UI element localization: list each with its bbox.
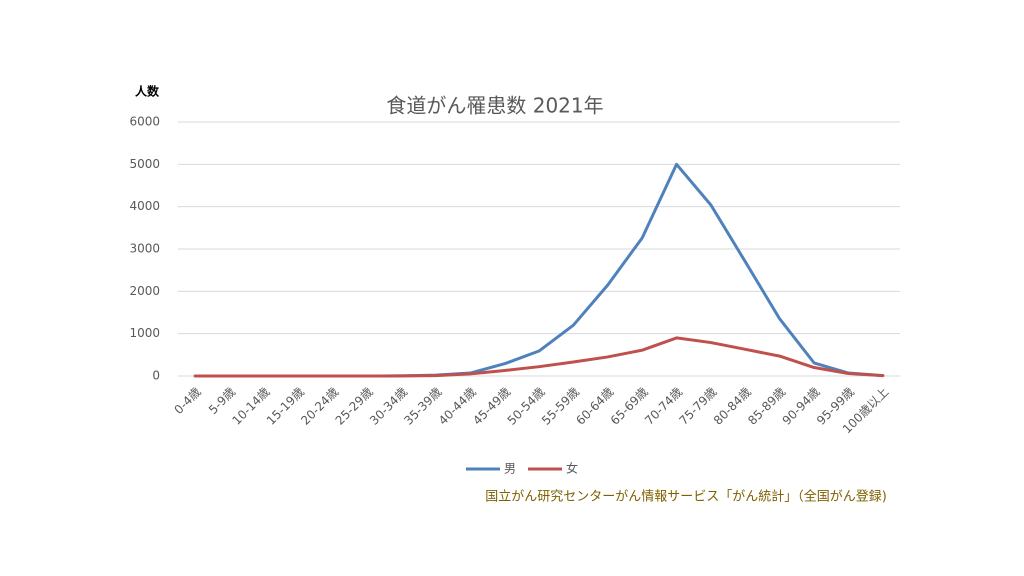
x-tick-label: 5-9歳	[206, 385, 238, 417]
y-tick-label: 1000	[129, 326, 160, 340]
y-tick-label: 5000	[129, 157, 160, 171]
x-tick-label: 0-4歳	[172, 385, 204, 417]
y-tick-label: 6000	[129, 115, 160, 129]
data-line	[193, 162, 885, 378]
y-axis-title: 人数	[135, 84, 160, 99]
y-tick-label: 0	[152, 369, 160, 383]
data-line	[193, 336, 885, 378]
legend-label: 女	[566, 461, 578, 476]
y-tick-label: 4000	[129, 199, 160, 213]
y-tick-label: 2000	[129, 284, 160, 298]
y-tick-label: 3000	[129, 242, 160, 256]
source-note: 国立がん研究センターがん情報サービス「がん統計」（全国がん登録)	[485, 489, 887, 505]
chart-title: 食道がん罹患数 2021年	[386, 94, 603, 118]
legend-label: 男	[504, 462, 516, 476]
